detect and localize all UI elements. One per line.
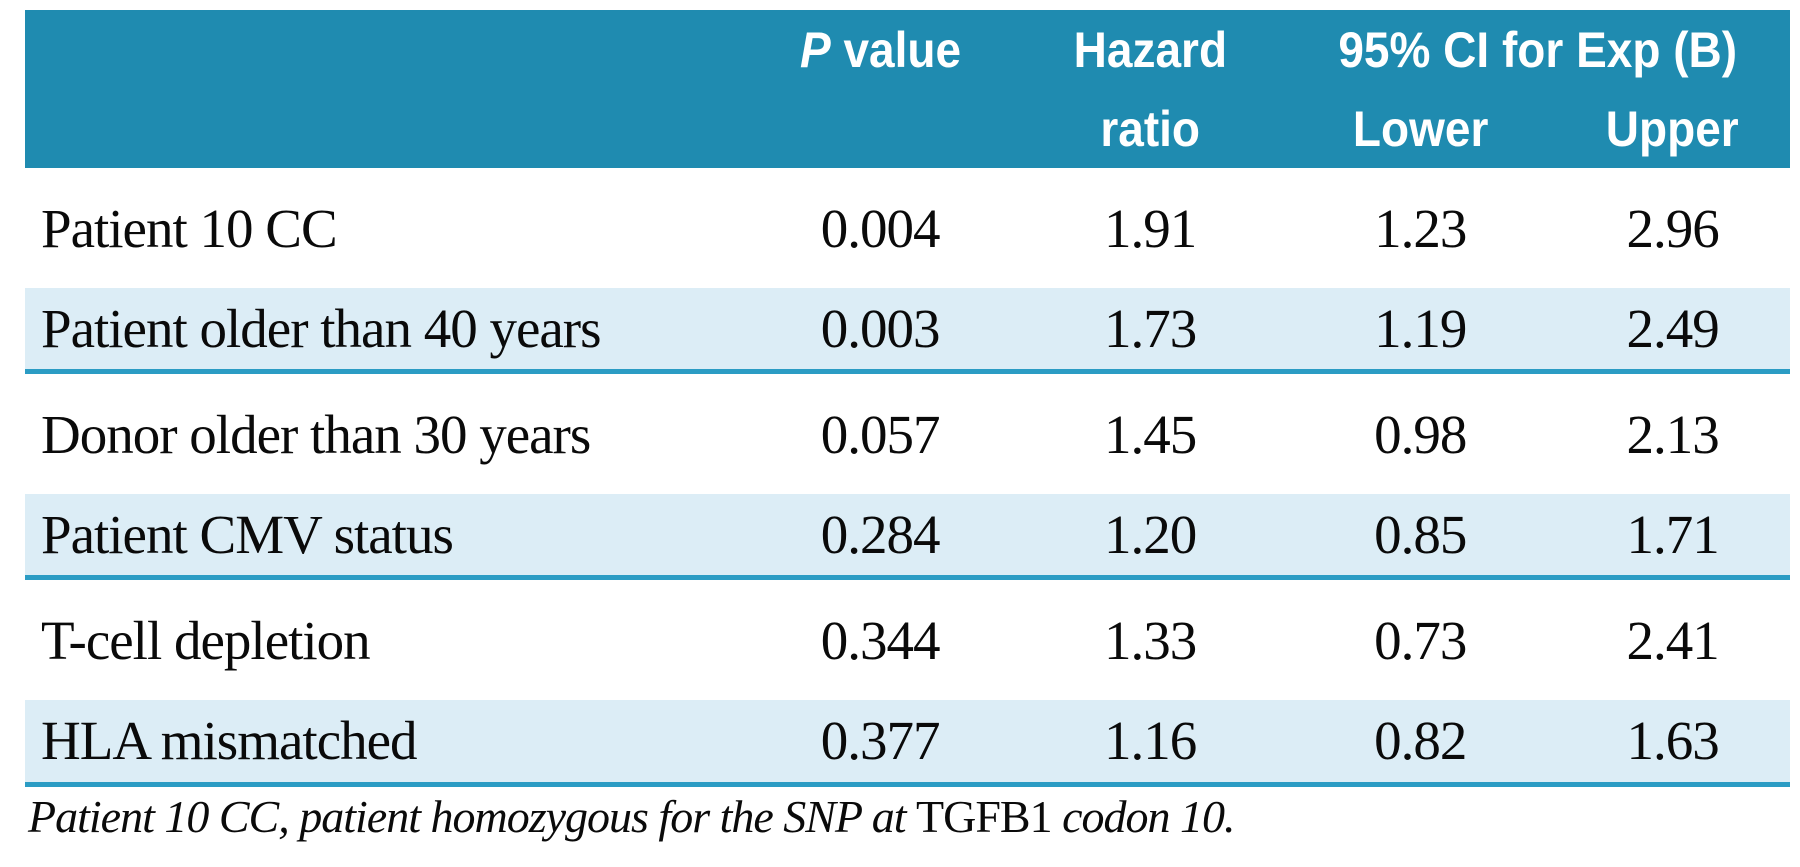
ci-upper-cell: 2.49 (1555, 287, 1790, 375)
footnote-italic-start: Patient 10 CC, patient homozygous for th… (28, 791, 917, 842)
ci-lower-cell: 0.85 (1285, 493, 1556, 581)
table-row: Patient 10 CC 0.004 1.91 1.23 2.96 (25, 168, 1790, 288)
header-ci-upper: Upper (1555, 89, 1790, 168)
row-label-cell: Patient CMV status (25, 493, 746, 581)
header-row-1: P value Hazard 95% CI for Exp (B) (25, 10, 1790, 89)
footnote-italic-end: codon 10. (1051, 791, 1235, 842)
hazard-ratio-cell: 1.16 (1015, 699, 1286, 787)
row-label-cell: Donor older than 30 years (25, 371, 746, 494)
header-hazard-ratio-line1: Hazard (1015, 10, 1286, 89)
p-value-label-italic: P (799, 21, 831, 78)
header-spacer (25, 89, 746, 168)
row-label-cell: Patient 10 CC (25, 168, 746, 288)
ci-upper-cell: 1.63 (1555, 699, 1790, 787)
p-value-cell: 0.003 (745, 287, 1016, 375)
hazard-ratio-cell: 1.73 (1015, 287, 1286, 375)
header-hazard-ratio-line2: ratio (1015, 89, 1286, 168)
ci-upper-cell: 2.96 (1555, 168, 1790, 288)
ci-lower-cell: 0.73 (1285, 577, 1556, 700)
header-p-value: P value (745, 10, 1016, 89)
table-row: Patient CMV status 0.284 1.20 0.85 1.71 (25, 493, 1790, 581)
row-label-cell: HLA mismatched (25, 699, 746, 787)
cox-regression-table: P value Hazard 95% CI for Exp (B) ratio … (25, 10, 1790, 787)
p-value-cell: 0.057 (745, 371, 1016, 494)
header-ci-lower: Lower (1285, 89, 1556, 168)
header-spacer (25, 10, 746, 89)
table-header: P value Hazard 95% CI for Exp (B) ratio … (25, 10, 1790, 168)
ci-upper-cell: 2.13 (1555, 371, 1790, 494)
p-value-cell: 0.284 (745, 493, 1016, 581)
table-footnote: Patient 10 CC, patient homozygous for th… (28, 790, 1236, 843)
table-body: Patient 10 CC 0.004 1.91 1.23 2.96 Patie… (25, 168, 1790, 787)
ci-upper-cell: 2.41 (1555, 577, 1790, 700)
footnote-gene-symbol: TGFB1 (916, 791, 1053, 842)
header-ci-group: 95% CI for Exp (B) (1285, 10, 1790, 89)
table-row: Donor older than 30 years 0.057 1.45 0.9… (25, 371, 1790, 494)
header-spacer (745, 89, 1016, 168)
hazard-ratio-cell: 1.45 (1015, 371, 1286, 494)
ci-lower-cell: 0.82 (1285, 699, 1556, 787)
p-value-label-rest: value (830, 21, 961, 78)
hazard-ratio-cell: 1.91 (1015, 168, 1286, 288)
ci-lower-cell: 1.19 (1285, 287, 1556, 375)
table-row: HLA mismatched 0.377 1.16 0.82 1.63 (25, 699, 1790, 787)
p-value-cell: 0.377 (745, 699, 1016, 787)
hazard-ratio-cell: 1.20 (1015, 493, 1286, 581)
hazard-ratio-cell: 1.33 (1015, 577, 1286, 700)
ci-lower-cell: 1.23 (1285, 168, 1556, 288)
row-label-cell: T-cell depletion (25, 577, 746, 700)
table-row: Patient older than 40 years 0.003 1.73 1… (25, 287, 1790, 375)
ci-upper-cell: 1.71 (1555, 493, 1790, 581)
table-row: T-cell depletion 0.344 1.33 0.73 2.41 (25, 577, 1790, 700)
row-label-cell: Patient older than 40 years (25, 287, 746, 375)
p-value-cell: 0.344 (745, 577, 1016, 700)
p-value-cell: 0.004 (745, 168, 1016, 288)
ci-lower-cell: 0.98 (1285, 371, 1556, 494)
header-row-2: ratio Lower Upper (25, 89, 1790, 168)
